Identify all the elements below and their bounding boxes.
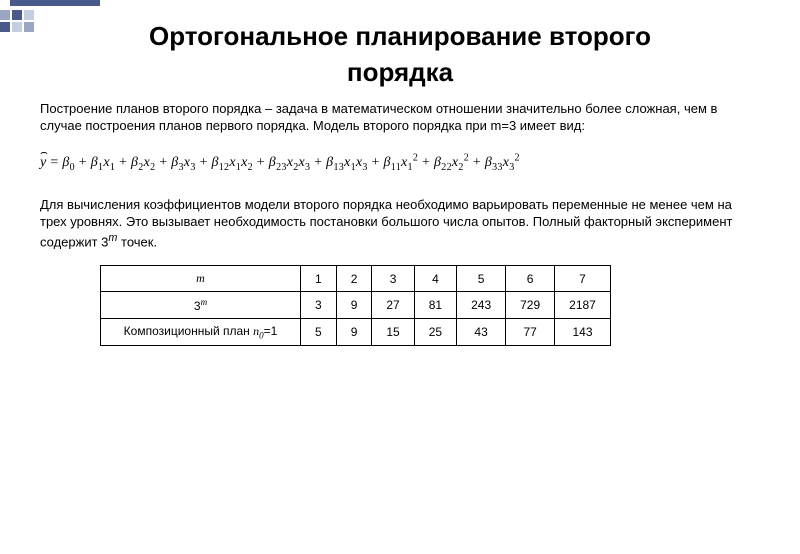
table-cell: 77 [506,319,555,346]
table-cell: 2187 [555,292,611,319]
table-row: Композиционный план n0=1 5 9 15 25 43 77… [101,319,611,346]
row-label-m: m [101,266,301,292]
table-cell: 3 [301,292,337,319]
table-cell: 243 [457,292,506,319]
table-cell: 729 [506,292,555,319]
intro-paragraph: Построение планов второго порядка – зада… [0,91,800,139]
explanation-paragraph: Для вычисления коэффициентов модели втор… [0,187,800,255]
row-label-3m: 3m [101,292,301,319]
title-line-1: Ортогональное планирование второго [149,21,651,51]
paragraph2-part2: точек. [117,234,157,249]
experiment-table: m 1 2 3 4 5 6 7 3m 3 9 27 81 243 729 218… [100,265,611,346]
table-cell: 143 [555,319,611,346]
table-cell: 9 [336,292,372,319]
slide-title: Ортогональное планирование второго поряд… [0,0,800,91]
experiment-table-wrap: m 1 2 3 4 5 6 7 3m 3 9 27 81 243 729 218… [0,255,800,346]
table-row: m 1 2 3 4 5 6 7 [101,266,611,292]
table-cell: 15 [372,319,414,346]
table-cell: 9 [336,319,372,346]
table-row: 3m 3 9 27 81 243 729 2187 [101,292,611,319]
title-line-2: порядка [347,57,453,87]
slide-corner-decoration [0,0,100,40]
table-cell: 5 [301,319,337,346]
table-cell: 6 [506,266,555,292]
table-cell: 81 [414,292,456,319]
table-cell: 4 [414,266,456,292]
table-cell: 2 [336,266,372,292]
table-cell: 5 [457,266,506,292]
model-formula: ⌢ y = β0 + β1x1 + β2x2 + β3x3 + β12x1x2 … [0,139,800,187]
table-cell: 43 [457,319,506,346]
table-cell: 25 [414,319,456,346]
row-label-composite: Композиционный план n0=1 [101,319,301,346]
table-cell: 27 [372,292,414,319]
table-cell: 1 [301,266,337,292]
table-cell: 3 [372,266,414,292]
table-cell: 7 [555,266,611,292]
